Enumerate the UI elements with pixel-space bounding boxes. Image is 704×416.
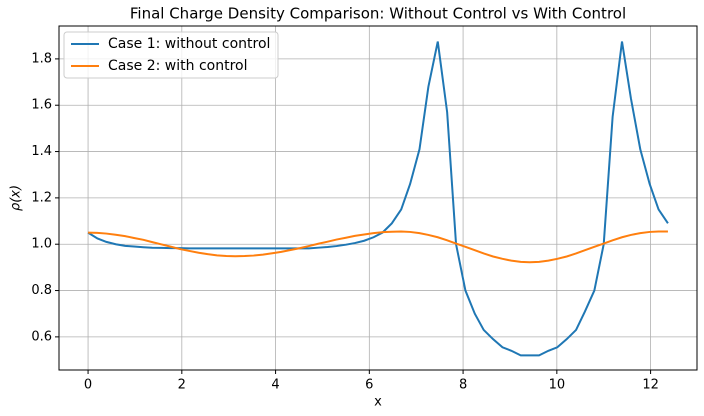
x-tick-label: 2 [178, 378, 186, 393]
legend-label: Case 2: with control [108, 58, 247, 74]
chart-title: Final Charge Density Comparison: Without… [130, 5, 626, 23]
x-tick-label: 8 [459, 378, 467, 393]
x-tick-label: 10 [549, 378, 566, 393]
y-tick-label: 1.8 [31, 51, 52, 66]
y-axis-label: ρ(x) [9, 185, 24, 211]
legend-box [63, 31, 279, 79]
x-tick-label: 12 [642, 378, 659, 393]
series-line [88, 230, 668, 264]
legend-label: Case 1: without control [108, 36, 270, 52]
plot-frame [58, 25, 698, 371]
x-tick-label: 0 [84, 378, 92, 393]
x-tick-label: 4 [271, 378, 279, 393]
x-axis-label: x [374, 395, 382, 410]
x-tick-label: 6 [365, 378, 373, 393]
y-tick-label: 1.2 [31, 190, 52, 205]
series-line [87, 41, 669, 357]
y-tick-label: 1.4 [31, 144, 52, 159]
y-tick-label: 0.6 [31, 329, 52, 344]
y-tick-label: 1.6 [31, 98, 52, 113]
y-tick-label: 0.8 [31, 283, 52, 298]
y-tick-label: 1.0 [31, 237, 52, 252]
